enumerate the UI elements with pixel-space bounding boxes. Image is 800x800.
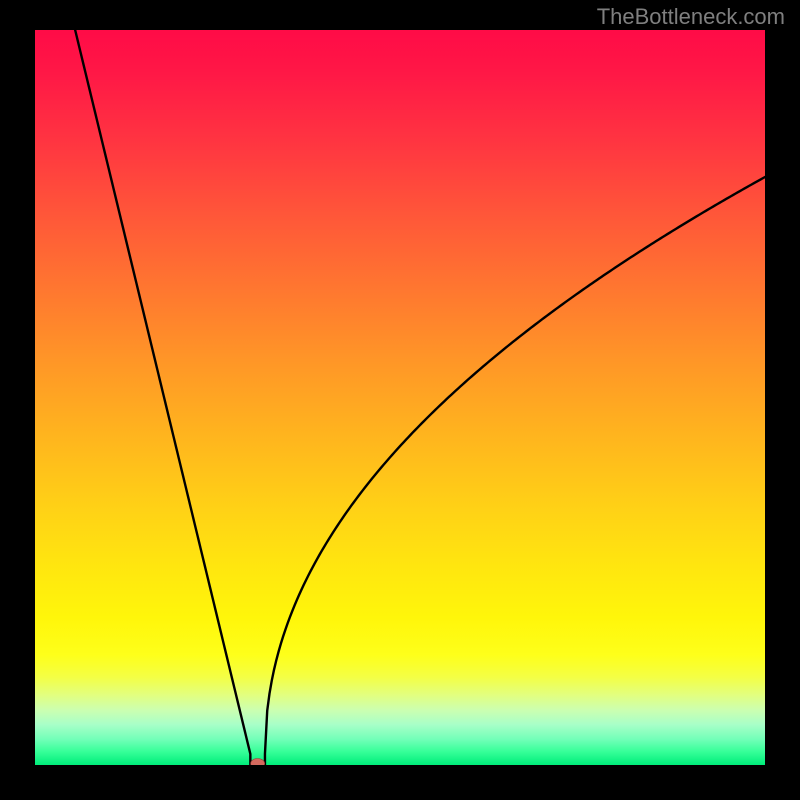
watermark-text: TheBottleneck.com <box>597 4 785 30</box>
plot-area <box>35 30 765 765</box>
gradient-background <box>35 30 765 765</box>
plot-svg <box>35 30 765 765</box>
stage: TheBottleneck.com <box>0 0 800 800</box>
